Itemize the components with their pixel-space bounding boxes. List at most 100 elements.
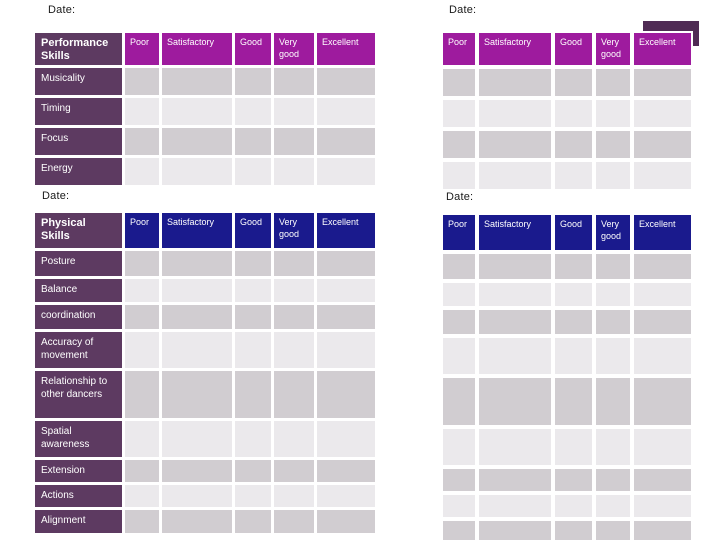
rating-cell <box>235 251 271 276</box>
rating-cell <box>274 158 314 185</box>
physical-skills-table-left: Physical Skills Poor Satisfactory Good Very … <box>35 213 375 533</box>
rating-cell <box>162 332 232 368</box>
rating-cell <box>274 305 314 329</box>
row-label-cell: Relationship to other dancers <box>35 371 122 418</box>
rating-cell <box>596 162 630 189</box>
rating-cell <box>443 254 475 279</box>
rating-cell <box>274 460 314 482</box>
rating-cell <box>125 460 159 482</box>
row-label-cell: Accuracy of movement <box>35 332 122 368</box>
rating-cell <box>274 251 314 276</box>
rating-cell <box>634 100 691 127</box>
row-label-cell: Posture <box>35 251 122 276</box>
row-label-cell: Balance <box>35 279 122 302</box>
rating-cell <box>317 510 375 533</box>
rating-cell <box>125 251 159 276</box>
row-label-cell: Alignment <box>35 510 122 533</box>
performance-skills-table-right: Poor Satisfactory Good Very good Excellent <box>443 31 693 189</box>
rating-cell <box>235 460 271 482</box>
rating-cell <box>555 310 592 334</box>
rating-cell <box>634 469 691 491</box>
rating-cell <box>274 485 314 507</box>
row-label-cell: Spatial awareness <box>35 421 122 457</box>
rating-cell <box>125 332 159 368</box>
rating-cell <box>443 310 475 334</box>
rating-cell <box>555 283 592 306</box>
rating-cell <box>274 128 314 155</box>
row-label-cell: Energy <box>35 158 122 185</box>
rating-cell <box>125 371 159 418</box>
rating-cell <box>479 495 551 517</box>
rating-cell <box>317 251 375 276</box>
rating-cell <box>125 305 159 329</box>
table-title-cell: Physical Skills <box>35 213 122 248</box>
rating-cell <box>479 521 551 540</box>
rating-cell <box>274 98 314 125</box>
rating-cell <box>235 510 271 533</box>
rating-header-cell: Good <box>555 33 592 65</box>
table-title-cell: Performance Skills <box>35 33 122 65</box>
rating-cell <box>162 510 232 533</box>
rating-header-cell: Good <box>235 213 271 248</box>
rating-cell <box>596 131 630 158</box>
rating-cell <box>555 378 592 425</box>
rating-cell <box>634 521 691 540</box>
rating-cell <box>479 429 551 465</box>
rating-header-cell: Very good <box>274 33 314 65</box>
rating-header-cell: Excellent <box>317 33 375 65</box>
rating-cell <box>555 469 592 491</box>
rating-cell <box>125 510 159 533</box>
rating-cell <box>125 485 159 507</box>
rating-header-cell: Poor <box>125 213 159 248</box>
rating-cell <box>317 332 375 368</box>
rating-cell <box>443 469 475 491</box>
rating-header-cell: Satisfactory <box>479 215 551 250</box>
rating-cell <box>443 378 475 425</box>
rating-cell <box>235 421 271 457</box>
rating-cell <box>596 254 630 279</box>
rating-header-cell: Poor <box>443 33 475 65</box>
rating-cell <box>596 378 630 425</box>
rating-cell <box>443 100 475 127</box>
rating-cell <box>125 279 159 302</box>
rating-header-cell: Excellent <box>634 215 691 250</box>
rating-cell <box>596 283 630 306</box>
rating-cell <box>596 469 630 491</box>
rating-cell <box>317 279 375 302</box>
rating-header-cell: Satisfactory <box>479 33 551 65</box>
rating-cell <box>443 521 475 540</box>
rating-cell <box>634 162 691 189</box>
rating-cell <box>125 128 159 155</box>
rating-cell <box>125 68 159 95</box>
rating-cell <box>235 332 271 368</box>
rating-cell <box>162 421 232 457</box>
row-label-cell: Actions <box>35 485 122 507</box>
rating-cell <box>634 69 691 96</box>
rating-header-cell: Poor <box>443 215 475 250</box>
rating-cell <box>634 378 691 425</box>
rating-header-cell: Excellent <box>632 31 693 67</box>
rating-cell <box>162 279 232 302</box>
rating-cell <box>443 338 475 374</box>
row-label-cell: Musicality <box>35 68 122 95</box>
row-label-cell: Focus <box>35 128 122 155</box>
rating-header-cell: Very good <box>596 215 630 250</box>
rating-cell <box>317 98 375 125</box>
rating-cell <box>274 279 314 302</box>
rating-cell <box>125 158 159 185</box>
rating-header-cell: Poor <box>125 33 159 65</box>
rating-cell <box>634 429 691 465</box>
rating-cell <box>162 128 232 155</box>
rating-cell <box>479 100 551 127</box>
date-label-physical-right: Date: <box>446 191 474 203</box>
rating-cell <box>596 521 630 540</box>
rating-cell <box>479 378 551 425</box>
rating-cell <box>443 131 475 158</box>
rating-cell <box>479 338 551 374</box>
rating-cell <box>162 158 232 185</box>
rating-cell <box>162 371 232 418</box>
rating-cell <box>634 495 691 517</box>
rating-cell <box>634 338 691 374</box>
rating-header-cell: Good <box>555 215 592 250</box>
rating-cell <box>443 495 475 517</box>
